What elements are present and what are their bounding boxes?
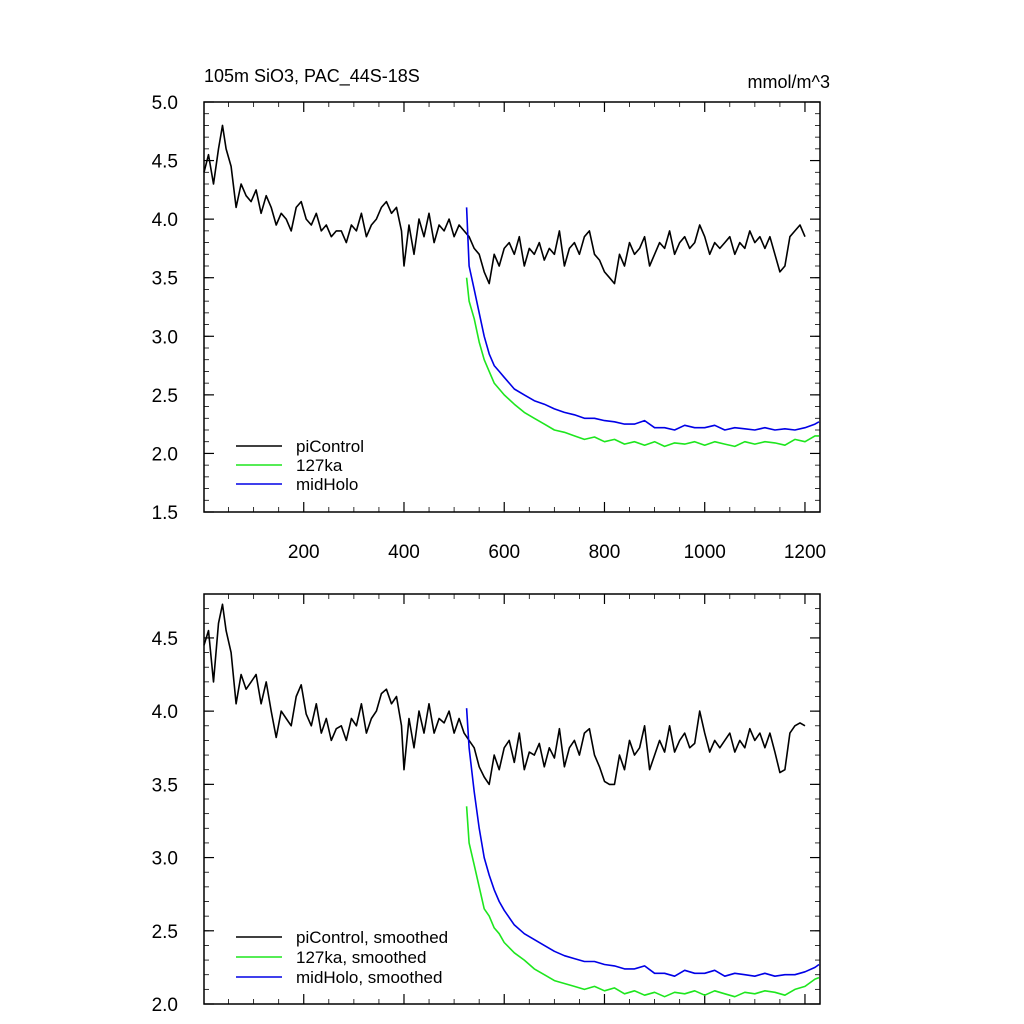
x-tick-label: 400 <box>388 542 420 563</box>
y-tick-label: 2.0 <box>152 995 178 1016</box>
y-tick-label: 3.5 <box>152 269 178 290</box>
units-label: mmol/m^3 <box>748 72 830 92</box>
x-tick-label: 1000 <box>684 542 726 563</box>
y-tick-label: 2.5 <box>152 922 178 943</box>
x-tick-label: 200 <box>288 542 320 563</box>
series-line-127ka-smoothed <box>465 806 820 998</box>
y-tick-label: 4.0 <box>152 702 178 723</box>
plot-frame-top <box>203 101 821 513</box>
x-tick-label: 600 <box>488 542 520 563</box>
x-tick-label: 800 <box>589 542 621 563</box>
chart-title: 105m SiO3, PAC_44S-18S <box>204 66 420 87</box>
bottom-panel: 2.0 2.5 3.0 3.5 4.0 4.5 piControl, smoothed12… <box>152 593 821 1016</box>
y-tick-label: 4.5 <box>152 629 178 650</box>
legend-label: 127ka, smoothed <box>296 948 426 967</box>
y-tick-label: 3.5 <box>152 775 178 796</box>
series-line-127ka <box>465 277 819 448</box>
y-tick-label: 2.0 <box>152 444 178 465</box>
y-tick-label: 4.5 <box>152 152 178 173</box>
series-line-midholo <box>465 207 820 431</box>
bottom-ticks: 2.0 2.5 3.0 3.5 4.0 4.5 <box>152 593 820 1016</box>
series-line-picontrol <box>203 124 806 285</box>
legend-label: 127ka <box>296 456 343 475</box>
legend-label: piControl <box>296 437 364 456</box>
y-tick-label: 3.0 <box>152 849 178 870</box>
y-tick-label: 5.0 <box>152 93 178 114</box>
y-tick-label: 3.0 <box>152 327 178 348</box>
bottom-series <box>203 603 820 998</box>
series-line-picontrol-smoothed <box>203 603 806 786</box>
legend-label: piControl, smoothed <box>296 928 448 947</box>
top-panel: 105m SiO3, PAC_44S-18S mmol/m^3 1.5 2.0 2.… <box>152 66 830 563</box>
top-ticks: 1.5 2.0 2.5 3.0 3.5 4.0 4.5 5.0 200 400 600 800 1000… <box>152 93 827 563</box>
legend-label: midHolo, smoothed <box>296 968 442 987</box>
y-tick-label: 4.0 <box>152 210 178 231</box>
top-series <box>203 124 820 448</box>
y-tick-label: 1.5 <box>152 503 178 524</box>
x-tick-label: 1200 <box>784 542 826 563</box>
y-tick-label: 2.5 <box>152 386 178 407</box>
legend-label: midHolo <box>296 475 358 494</box>
series-line-midholo-smoothed <box>465 708 820 978</box>
